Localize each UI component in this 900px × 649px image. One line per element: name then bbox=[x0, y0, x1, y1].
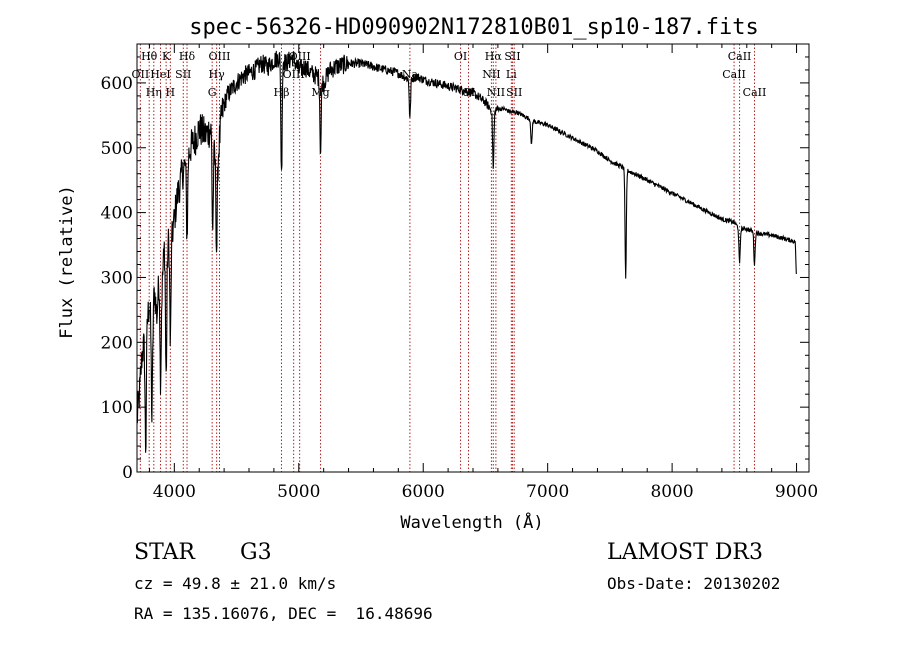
y-tick-label-4: 400 bbox=[101, 204, 133, 224]
line-markers bbox=[139, 44, 755, 472]
marker-label-9: Hγ bbox=[209, 68, 226, 81]
chart-title: spec-56326-HD090902N172810B01_sp10-187.f… bbox=[189, 15, 759, 40]
marker-label-25: CaII bbox=[722, 68, 746, 81]
marker-label-6: Hδ bbox=[179, 50, 196, 63]
x-tick-label-2: 6000 bbox=[402, 482, 445, 502]
x-axis-label: Wavelength (Å) bbox=[400, 511, 543, 533]
x-tick-label-0: 4000 bbox=[153, 482, 196, 502]
marker-label-19: NII bbox=[482, 68, 500, 81]
x-axis: 4000 5000 6000 7000 8000 9000 bbox=[148, 44, 818, 502]
redshift-cz: cz = 49.8 ± 21.0 km/s bbox=[134, 574, 337, 593]
x-tick-label-1: 5000 bbox=[277, 482, 320, 502]
marker-label-21: SII bbox=[504, 50, 520, 63]
marker-label-1: OII bbox=[132, 68, 150, 81]
y-tick-label-3: 300 bbox=[101, 268, 133, 288]
x-tick-label-4: 8000 bbox=[650, 482, 693, 502]
marker-label-10: G bbox=[208, 86, 217, 99]
marker-label-20: NII bbox=[487, 86, 505, 99]
ra-dec-coordinates: RA = 135.16076, DEC = 16.48696 bbox=[134, 604, 433, 623]
marker-label-26: CaII bbox=[743, 86, 767, 99]
object-subclass: G3 bbox=[240, 540, 272, 565]
spectrum-line bbox=[136, 50, 797, 453]
y-tick-label-1: 100 bbox=[101, 398, 133, 418]
survey-name: LAMOST DR3 bbox=[607, 540, 763, 565]
marker-label-4: HeI bbox=[150, 68, 170, 81]
marker-label-5: H bbox=[166, 86, 176, 99]
marker-label-7: SII bbox=[175, 68, 191, 81]
marker-label-0: Hθ bbox=[141, 50, 158, 63]
y-tick-label-2: 200 bbox=[101, 333, 133, 353]
marker-label-22: Li bbox=[506, 68, 517, 81]
marker-label-3: K bbox=[162, 50, 171, 63]
x-tick-label-3: 7000 bbox=[526, 482, 569, 502]
y-tick-label-5: 500 bbox=[101, 139, 133, 159]
observation-date: Obs-Date: 20130202 bbox=[607, 574, 781, 593]
marker-label-2: Hη bbox=[146, 86, 162, 99]
y-axis: 0 100 200 300 400 500 600 bbox=[101, 43, 809, 483]
marker-label-23: SII bbox=[506, 86, 522, 99]
y-tick-label-0: 0 bbox=[122, 463, 133, 483]
spectrum-chart: spec-56326-HD090902N172810B01_sp10-187.f… bbox=[57, 15, 818, 533]
marker-label-16: OI bbox=[454, 50, 467, 63]
marker-label-8: OIII bbox=[208, 50, 230, 63]
x-tick-label-5: 9000 bbox=[775, 482, 818, 502]
y-tick-label-6: 600 bbox=[101, 74, 133, 94]
marker-label-13: Hβ bbox=[274, 86, 290, 99]
plot-frame bbox=[136, 43, 810, 473]
marker-label-14: Mg bbox=[311, 86, 329, 99]
marker-label-24: CaII bbox=[728, 50, 752, 63]
object-class: STAR bbox=[134, 540, 195, 565]
y-axis-label: Flux (relative) bbox=[57, 185, 77, 339]
marker-label-18: Hα bbox=[485, 50, 503, 63]
